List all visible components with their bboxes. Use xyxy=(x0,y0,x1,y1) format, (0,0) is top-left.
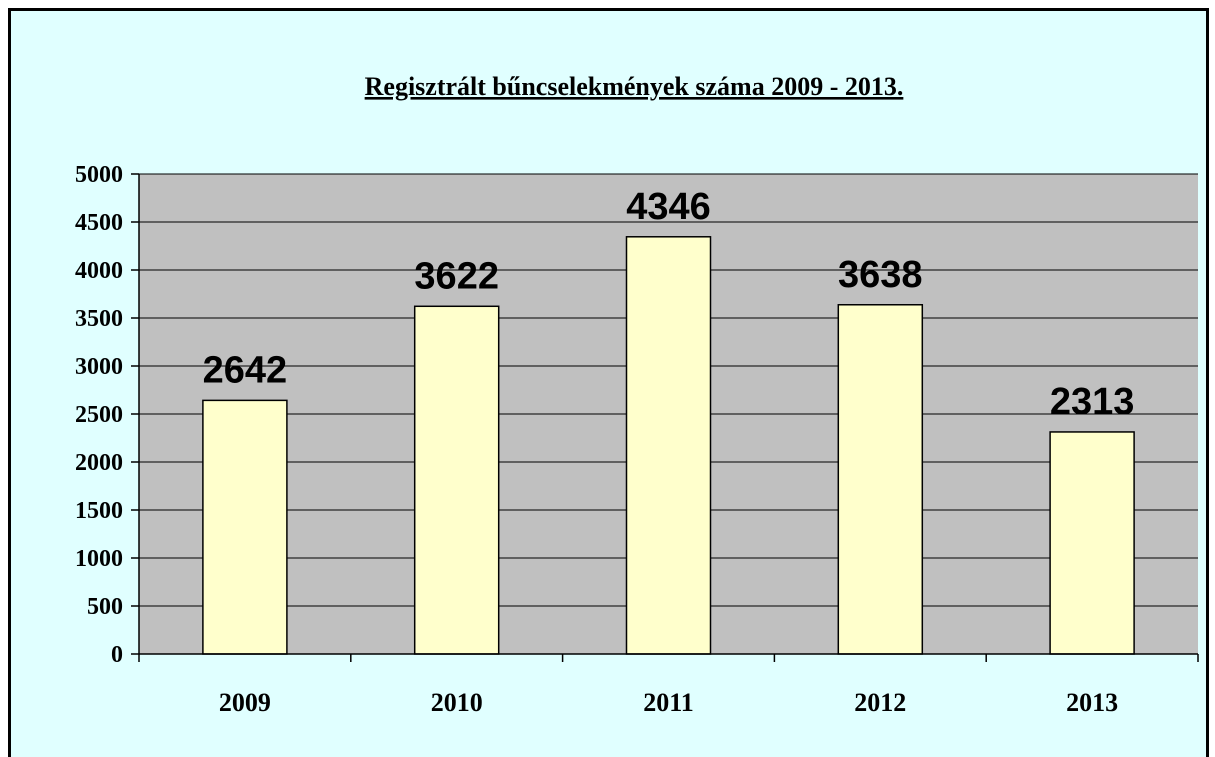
y-tick-label: 5000 xyxy=(75,162,123,188)
labels: 0 500 1000 1500 2000 2500 3000 3500 4000 4500 5000… xyxy=(75,162,1134,717)
y-tick-label: 3500 xyxy=(75,306,123,332)
bar-2012 xyxy=(837,304,924,655)
data-label-2011: 4346 xyxy=(626,186,711,228)
y-tick-label: 2000 xyxy=(75,450,123,476)
data-label-2012: 3638 xyxy=(838,254,923,296)
chart-frame: 0 500 1000 1500 2000 2500 3000 3500 4000 4500 5000… xyxy=(8,8,1209,757)
y-tick-label: 2500 xyxy=(75,402,123,428)
data-label-2009: 2642 xyxy=(203,349,288,391)
x-tick-label-2011: 2011 xyxy=(643,688,694,717)
x-tick-label-2013: 2013 xyxy=(1066,688,1118,717)
y-tick-label: 1500 xyxy=(75,498,123,524)
x-tick-label-2009: 2009 xyxy=(219,688,271,717)
bars xyxy=(202,236,1135,655)
data-label-2013: 2313 xyxy=(1050,381,1135,423)
bar-2011 xyxy=(625,236,712,655)
y-tick-label: 1000 xyxy=(75,546,123,572)
y-tick-label: 0 xyxy=(111,642,123,668)
y-tick-label: 500 xyxy=(87,594,123,620)
y-tick-label: 4500 xyxy=(75,210,123,236)
bar-2009 xyxy=(202,399,288,655)
x-tick-label-2012: 2012 xyxy=(854,688,906,717)
bar-chart: 0 500 1000 1500 2000 2500 3000 3500 4000 4500 5000… xyxy=(11,11,1206,757)
data-label-2010: 3622 xyxy=(414,255,499,297)
y-tick-label: 3000 xyxy=(75,354,123,380)
bar-2013 xyxy=(1049,431,1135,655)
x-tick-label-2010: 2010 xyxy=(431,688,483,717)
bar-2010 xyxy=(413,305,500,655)
chart-title: Regisztrált bűncselekmények száma 2009 -… xyxy=(365,72,904,101)
axes xyxy=(131,173,1199,662)
y-tick-label: 4000 xyxy=(75,258,123,284)
